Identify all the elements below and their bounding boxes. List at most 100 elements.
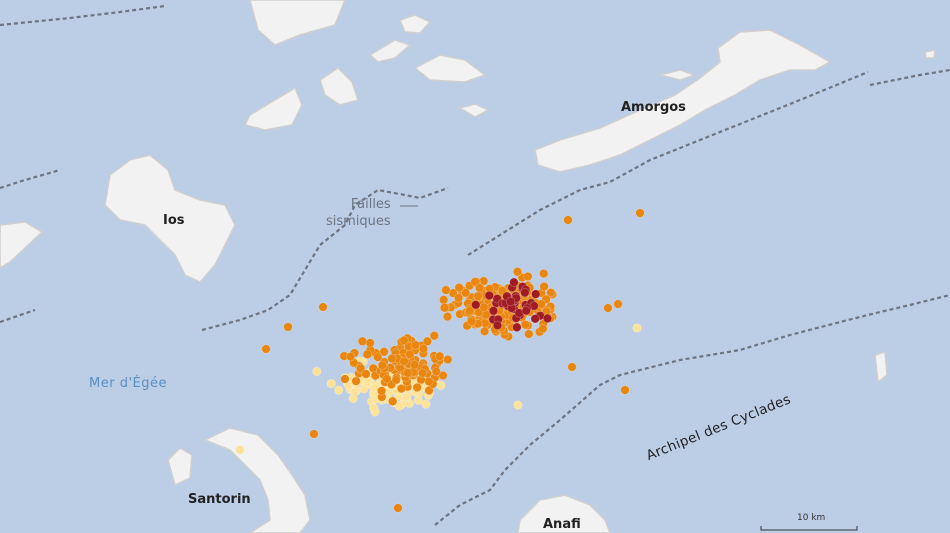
quake-dot xyxy=(520,288,530,298)
quake-dot xyxy=(422,336,433,346)
quake-dot xyxy=(530,314,540,324)
label-faults-line2: sismiques xyxy=(326,214,391,229)
label-anafi: Anafi xyxy=(543,517,581,532)
quake-dot xyxy=(357,336,368,346)
label-faults-line1: Failles xyxy=(350,197,391,212)
island-small-1 xyxy=(243,86,303,131)
quake-dot xyxy=(312,366,322,377)
quake-dot xyxy=(520,320,531,330)
quake-dot xyxy=(563,215,573,225)
quake-dot xyxy=(479,302,489,313)
quake-dot xyxy=(475,283,485,293)
quake-dot xyxy=(436,380,446,391)
quake-dot xyxy=(512,322,522,332)
quake-dot xyxy=(410,360,420,370)
quake-dot xyxy=(349,387,360,397)
quake-dot xyxy=(377,360,388,370)
quake-dot xyxy=(473,291,483,301)
island-therasia xyxy=(167,447,193,487)
quake-dot xyxy=(429,331,439,341)
island-santorin xyxy=(203,427,311,533)
label-ios: Ios xyxy=(163,213,185,228)
quake-dot xyxy=(531,289,541,299)
quake-dot xyxy=(399,335,409,346)
island-amorgos xyxy=(534,29,832,173)
quake-dot xyxy=(356,363,366,373)
label-amorgos: Amorgos xyxy=(621,100,686,115)
quake-dot xyxy=(523,271,533,282)
island-small-9 xyxy=(924,49,936,59)
quake-dot xyxy=(465,306,475,316)
quake-dot xyxy=(467,316,477,327)
quake-dot xyxy=(567,362,577,372)
quake-dot xyxy=(439,295,449,305)
quake-dot xyxy=(512,267,523,277)
quake-dot xyxy=(480,326,490,336)
quake-dot xyxy=(412,382,422,393)
label-santorin: Santorin xyxy=(188,492,251,507)
quake-dot xyxy=(488,306,499,316)
quake-dot xyxy=(346,352,356,362)
quake-dot xyxy=(632,323,642,333)
quake-dot xyxy=(387,353,397,364)
quake-dot xyxy=(361,369,371,379)
island-small-5 xyxy=(398,14,432,34)
quake-dot xyxy=(435,351,445,361)
quake-dot xyxy=(362,349,372,359)
quake-dot xyxy=(365,338,375,348)
quake-dot xyxy=(509,277,519,287)
quake-dot xyxy=(399,356,409,366)
quake-dot xyxy=(635,208,645,218)
quake-dot xyxy=(418,344,429,354)
quake-dot xyxy=(542,313,553,324)
fault-lines xyxy=(0,4,950,526)
quake-dot xyxy=(524,329,534,339)
quake-dot xyxy=(421,399,431,409)
quake-dot xyxy=(461,288,471,298)
quake-dot xyxy=(539,269,549,279)
quake-dot xyxy=(391,375,401,385)
quake-dot xyxy=(235,445,245,455)
quake-dot xyxy=(369,403,379,413)
quake-dot xyxy=(403,368,413,378)
island-small-6 xyxy=(458,103,490,118)
quake-dot xyxy=(373,352,383,362)
island-naxos-tip xyxy=(249,0,346,46)
label-faults: Failles sismiques xyxy=(326,196,391,230)
quake-dot xyxy=(538,324,548,334)
quake-dot xyxy=(454,283,464,293)
quake-dot xyxy=(506,296,516,307)
quake-dot xyxy=(309,429,319,439)
quake-dot xyxy=(546,288,556,298)
quake-dot xyxy=(393,503,403,513)
quake-dot xyxy=(603,303,613,313)
scale-bar-label: 10 km xyxy=(797,513,826,523)
quake-dot xyxy=(620,385,630,395)
island-small-2 xyxy=(319,67,359,106)
island-small-8 xyxy=(874,351,888,384)
quake-dot xyxy=(318,302,328,312)
quake-dot xyxy=(388,396,398,406)
quake-dot xyxy=(492,320,503,330)
quake-dot xyxy=(283,322,293,332)
quake-dot xyxy=(470,277,480,287)
island-ios xyxy=(104,154,236,283)
quake-dot xyxy=(362,378,373,388)
quake-dot xyxy=(334,385,344,395)
quake-dot xyxy=(441,285,451,295)
quake-dot xyxy=(340,374,350,384)
quake-epicenters xyxy=(235,208,645,513)
quake-dot xyxy=(521,306,531,316)
quake-dot xyxy=(443,354,453,365)
quake-dot xyxy=(613,299,623,309)
quake-dot xyxy=(351,376,361,386)
quake-dot xyxy=(396,384,407,394)
quake-dot xyxy=(417,368,428,378)
quake-dot xyxy=(261,344,271,354)
quake-dot xyxy=(431,367,441,377)
label-sea: Mer d'Égée xyxy=(89,376,167,391)
quake-dot xyxy=(326,379,336,389)
island-small-3 xyxy=(413,54,487,83)
